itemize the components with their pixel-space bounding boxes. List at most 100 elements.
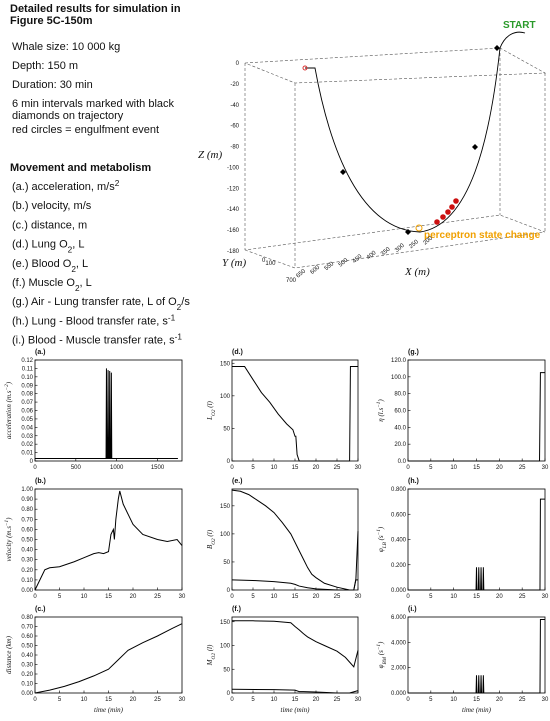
legend-item: (g.) Air - Lung transfer rate, L of O2/s bbox=[12, 296, 190, 312]
y-tick-label: 0.400 bbox=[391, 538, 407, 544]
y-tick-label: 0.06 bbox=[21, 409, 33, 415]
legend-item: (b.) velocity, m/s bbox=[12, 200, 92, 212]
legend-item: (h.) Lung - Blood transfer rate, s-1 bbox=[12, 313, 176, 328]
data-line bbox=[35, 368, 178, 459]
z-tick-label: -20 bbox=[230, 82, 239, 88]
engulf-markers bbox=[434, 198, 459, 225]
y-tick-label: 100 bbox=[220, 644, 231, 650]
text-part: O2 bbox=[211, 538, 217, 545]
x-tick-label: 30 bbox=[542, 465, 549, 471]
z-tick-label: -40 bbox=[230, 103, 239, 109]
y-tick-label: 0.50 bbox=[21, 538, 33, 544]
x-tick-label: 0 bbox=[230, 594, 234, 600]
y-tick-label: 0.00 bbox=[21, 588, 33, 594]
y-tick-label: 0.09 bbox=[21, 383, 33, 389]
y-tick-label: 100 bbox=[265, 261, 276, 267]
text-part: , L bbox=[76, 258, 88, 270]
x-tick-label: 0 bbox=[33, 594, 37, 600]
y-tick-label: 0.000 bbox=[391, 691, 407, 697]
panel-label: (i.) bbox=[408, 606, 417, 613]
info-line: diamonds on trajectory bbox=[12, 110, 124, 122]
y-tick-label: 0.40 bbox=[21, 653, 33, 659]
subplot: (c.) 0.00 0.10 0.20 0.30 0.40 0.50 0.60 0.70 0.80… bbox=[5, 606, 186, 714]
subplot: (b.) 0.00 0.10 0.20 0.30 0.40 0.50 0.60 0.70 0.80… bbox=[4, 478, 186, 600]
y-tick-label: 0.60 bbox=[21, 527, 33, 533]
panel-label: (b.) bbox=[35, 478, 46, 485]
x-tick-label: 0 bbox=[33, 697, 37, 703]
engulf-marker bbox=[302, 65, 308, 71]
y-tick-label: 1.00 bbox=[21, 487, 33, 493]
y-tick-label: 0.70 bbox=[21, 517, 33, 523]
x-tick-label: 25 bbox=[154, 594, 161, 600]
y-tick-label: 0.10 bbox=[21, 375, 33, 381]
x-tick-label: 10 bbox=[450, 594, 457, 600]
x-tick-label: 10 bbox=[81, 697, 88, 703]
x-tick-label: 1500 bbox=[151, 465, 165, 471]
text-part: BM bbox=[382, 656, 388, 664]
x-axis-label: time (min) bbox=[462, 706, 492, 714]
x-tick-label: 10 bbox=[271, 465, 278, 471]
y-tick-label: 0.50 bbox=[21, 644, 33, 650]
title: Figure 5C-150m bbox=[10, 15, 93, 27]
x-tick-label: 0 bbox=[230, 697, 234, 703]
x-tick-label: 0 bbox=[406, 697, 410, 703]
plot-frame bbox=[231, 488, 359, 591]
text-part: (d.) Lung O bbox=[12, 239, 68, 251]
text-part: (f.) Muscle O bbox=[12, 277, 75, 289]
y-axis-label: BO2 (l) bbox=[206, 529, 217, 549]
text-part: ) bbox=[377, 526, 385, 530]
text-part: (l) bbox=[206, 529, 214, 538]
text-part: φ bbox=[377, 548, 385, 552]
y-tick-label: 0.40 bbox=[21, 548, 33, 554]
x-tick-label: 15 bbox=[292, 594, 299, 600]
trajectory-box bbox=[244, 47, 547, 269]
y-tick-label: 0 bbox=[262, 258, 266, 264]
legend-item: (f.) Muscle O2, L bbox=[12, 277, 92, 293]
subplot: (h.) 0.000 0.200 0.400 0.600 0.800 0 5 10 15 20 25 3… bbox=[376, 478, 549, 600]
text-part: , L bbox=[72, 239, 84, 251]
y-tick-label: 50 bbox=[223, 560, 230, 566]
x-tick-label: 10 bbox=[271, 594, 278, 600]
subplot: (d.) 0 50 100 150 0 5 10 15 20 25 30 LO2 (l) bbox=[206, 349, 362, 471]
y-tick-label: 40.0 bbox=[394, 425, 406, 431]
state-change-marker bbox=[415, 224, 423, 232]
y-tick-label: 0.08 bbox=[21, 392, 33, 398]
text-part: ) bbox=[377, 641, 385, 645]
z-tick-label: -160 bbox=[227, 228, 240, 234]
x-tick-label: 30 bbox=[355, 465, 362, 471]
text-part: , L bbox=[80, 277, 92, 289]
y-tick-label: 0.70 bbox=[21, 625, 33, 631]
panel-label: (d.) bbox=[232, 349, 243, 356]
text-part: 2 bbox=[177, 303, 182, 312]
legend-item: (a.) acceleration, m/s2 bbox=[12, 179, 120, 194]
data-line bbox=[34, 490, 183, 591]
text-part: (s bbox=[377, 535, 385, 542]
x-tick-label: 25 bbox=[334, 697, 341, 703]
y-tick-label: 0 bbox=[227, 588, 231, 594]
y-tick-label: 120.0 bbox=[391, 358, 407, 364]
y-tick-label: 150 bbox=[220, 361, 231, 367]
y-tick-label: 2.000 bbox=[391, 666, 407, 672]
x-tick-label: 15 bbox=[292, 465, 299, 471]
x-tick-label: 200 bbox=[422, 235, 434, 246]
x-tick-label: 20 bbox=[496, 594, 503, 600]
text-part: −1 bbox=[376, 401, 382, 408]
text-part: velocity (m.s bbox=[5, 526, 13, 562]
y-tick-label: 0.90 bbox=[21, 497, 33, 503]
x-tick-label: 400 bbox=[366, 250, 378, 261]
text-part: 2 bbox=[71, 264, 76, 273]
y-tick-label: 150 bbox=[220, 504, 231, 510]
x-tick-label: 25 bbox=[334, 594, 341, 600]
text-part: 2 bbox=[75, 284, 80, 293]
x-axis-label: time (min) bbox=[94, 706, 124, 714]
plot-frame bbox=[231, 616, 359, 694]
subplot: (a.) 0 0.01 0.02 0.03 0.04 0.05 0.06 0.07 0.08 0.0… bbox=[4, 349, 183, 471]
y-tick-label: 0.30 bbox=[21, 663, 33, 669]
x-tick-label: 15 bbox=[473, 465, 480, 471]
text-part: (s bbox=[377, 650, 385, 657]
text-part: −1 bbox=[376, 644, 382, 651]
z-tick-label: -140 bbox=[227, 207, 240, 213]
y-tick-label: 50 bbox=[223, 667, 230, 673]
info-line: 6 min intervals marked with black bbox=[12, 98, 175, 110]
x-tick-label: 0 bbox=[230, 465, 234, 471]
